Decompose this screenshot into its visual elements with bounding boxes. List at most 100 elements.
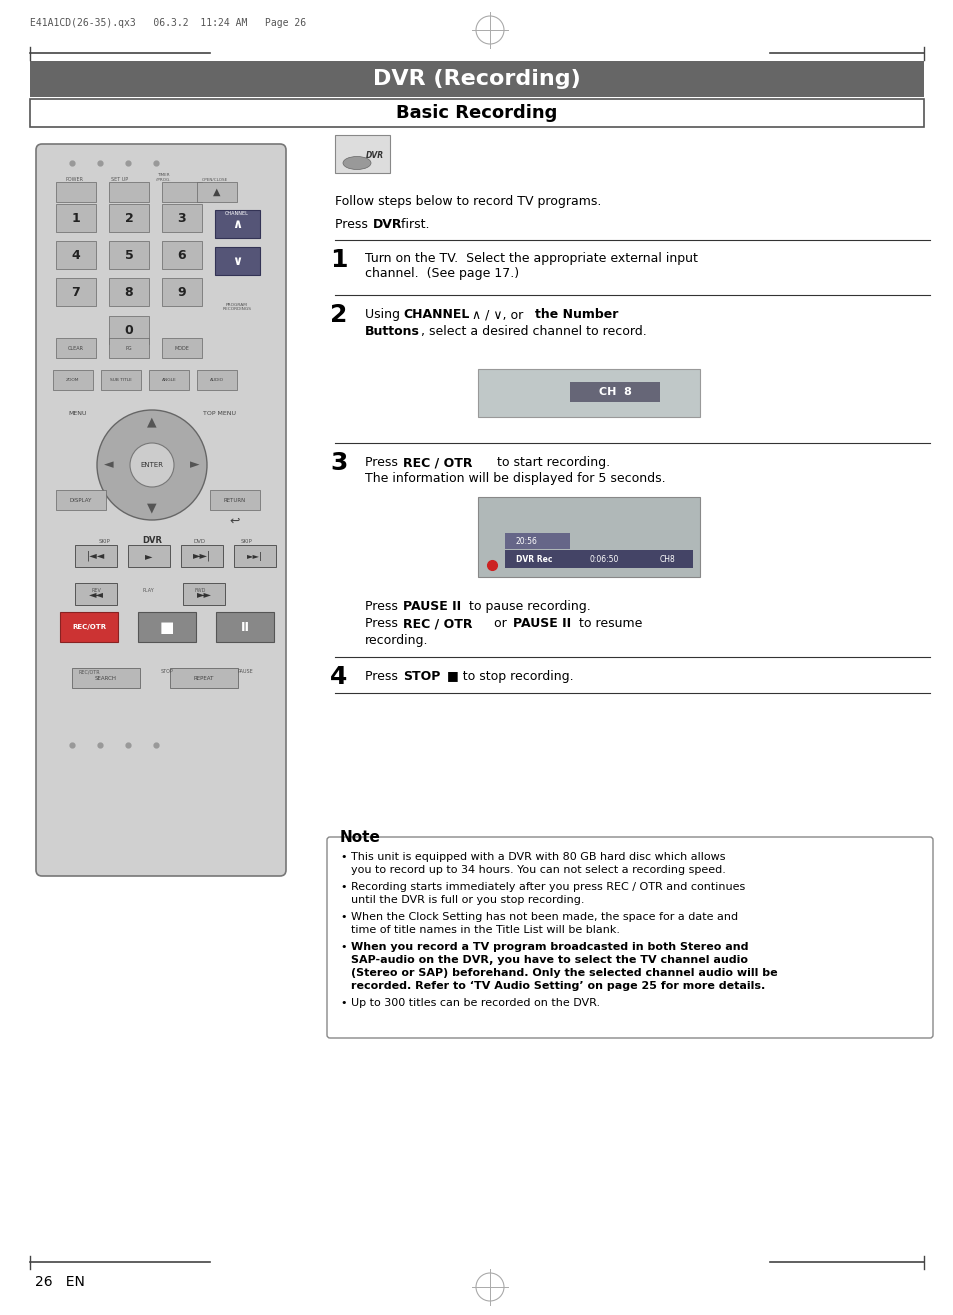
Text: DVR (Recording): DVR (Recording) xyxy=(373,68,580,89)
Bar xyxy=(214,210,260,238)
Text: CHANNEL: CHANNEL xyxy=(225,210,249,216)
Bar xyxy=(56,241,96,270)
Text: CH8: CH8 xyxy=(659,555,675,564)
Bar xyxy=(60,611,118,642)
Bar xyxy=(233,544,275,567)
Text: ►: ► xyxy=(190,459,199,472)
Text: ►►: ►► xyxy=(196,589,212,600)
Text: 3: 3 xyxy=(330,451,347,475)
Circle shape xyxy=(130,443,173,487)
Text: ■ to stop recording.: ■ to stop recording. xyxy=(442,671,573,682)
Text: ↩: ↩ xyxy=(230,514,240,527)
Text: PLAY: PLAY xyxy=(142,588,153,593)
Bar xyxy=(215,611,274,642)
Text: Using: Using xyxy=(365,308,403,321)
Bar xyxy=(128,544,170,567)
Text: REC / OTR: REC / OTR xyxy=(402,617,472,630)
Text: E41A1CD(26-35).qx3   06.3.2  11:24 AM   Page 26: E41A1CD(26-35).qx3 06.3.2 11:24 AM Page … xyxy=(30,18,306,28)
Text: Basic Recording: Basic Recording xyxy=(395,104,558,122)
Bar xyxy=(56,490,106,510)
Text: SKIP: SKIP xyxy=(241,539,253,544)
Text: REV: REV xyxy=(91,588,101,593)
Text: 4: 4 xyxy=(71,249,80,262)
Bar xyxy=(109,241,149,270)
Text: Press: Press xyxy=(365,617,401,630)
Text: you to record up to 34 hours. You can not select a recording speed.: you to record up to 34 hours. You can no… xyxy=(351,865,725,874)
Text: TOP MENU: TOP MENU xyxy=(203,412,236,416)
Text: CH  8: CH 8 xyxy=(598,387,631,397)
Bar xyxy=(109,277,149,306)
Text: 9: 9 xyxy=(177,285,186,299)
Text: Press: Press xyxy=(365,671,401,682)
Text: first.: first. xyxy=(396,218,429,231)
Text: Buttons: Buttons xyxy=(365,325,419,338)
Text: AUDIO: AUDIO xyxy=(210,377,224,381)
Text: 4: 4 xyxy=(330,665,347,689)
Bar xyxy=(101,370,141,391)
Bar xyxy=(56,338,96,358)
Text: STOP: STOP xyxy=(402,671,440,682)
Text: 6: 6 xyxy=(177,249,186,262)
Bar xyxy=(181,544,223,567)
Text: MENU: MENU xyxy=(69,412,87,416)
Text: time of title names in the Title List will be blank.: time of title names in the Title List wi… xyxy=(351,924,619,935)
Bar xyxy=(162,181,202,203)
Text: Note: Note xyxy=(339,830,380,846)
Bar xyxy=(75,583,117,605)
Text: ENTER: ENTER xyxy=(140,462,163,468)
Text: ANGLE: ANGLE xyxy=(161,377,176,381)
Text: PROGRAM
RECORDINGS: PROGRAM RECORDINGS xyxy=(222,302,252,312)
Text: ∧: ∧ xyxy=(232,217,242,230)
FancyBboxPatch shape xyxy=(36,145,286,876)
Bar xyxy=(162,338,202,358)
Text: FWD: FWD xyxy=(194,588,206,593)
Bar xyxy=(214,247,260,275)
Text: ◄: ◄ xyxy=(104,459,113,472)
Ellipse shape xyxy=(343,156,371,170)
Text: PAUSE II: PAUSE II xyxy=(513,617,571,630)
Text: (Stereo or SAP) beforehand. Only the selected channel audio will be: (Stereo or SAP) beforehand. Only the sel… xyxy=(351,968,777,978)
Text: DVR: DVR xyxy=(373,218,402,231)
Text: SET UP: SET UP xyxy=(112,178,129,181)
Text: OPEN/CLOSE: OPEN/CLOSE xyxy=(202,178,228,181)
Text: 8: 8 xyxy=(125,285,133,299)
Text: 2: 2 xyxy=(125,212,133,225)
Text: to pause recording.: to pause recording. xyxy=(464,600,590,613)
Bar xyxy=(56,277,96,306)
Text: REPEAT: REPEAT xyxy=(193,676,214,680)
Text: Press: Press xyxy=(365,600,401,613)
Bar xyxy=(109,338,149,358)
Text: 5: 5 xyxy=(125,249,133,262)
Bar xyxy=(210,490,260,510)
Text: RETURN: RETURN xyxy=(224,497,246,502)
Text: ▲: ▲ xyxy=(147,416,156,429)
Text: •: • xyxy=(339,998,346,1009)
Text: recording.: recording. xyxy=(365,634,428,647)
Text: MODE: MODE xyxy=(174,346,190,351)
Bar xyxy=(335,135,390,174)
Bar xyxy=(71,668,140,688)
Bar xyxy=(109,316,149,345)
Text: 3: 3 xyxy=(177,212,186,225)
Bar xyxy=(162,241,202,270)
Bar xyxy=(30,60,923,97)
Text: REC / OTR: REC / OTR xyxy=(402,456,472,469)
Text: 20:56: 20:56 xyxy=(516,537,537,546)
Bar xyxy=(109,204,149,231)
Text: |◄◄: |◄◄ xyxy=(87,551,105,562)
Text: the Number: the Number xyxy=(535,308,618,321)
Bar xyxy=(569,381,659,402)
Text: This unit is equipped with a DVR with 80 GB hard disc which allows: This unit is equipped with a DVR with 80… xyxy=(351,852,724,863)
Bar xyxy=(162,277,202,306)
Text: SKIP: SKIP xyxy=(99,539,111,544)
Text: DVR Rec: DVR Rec xyxy=(516,555,552,564)
Text: CHANNEL: CHANNEL xyxy=(402,308,469,321)
Text: PAUSE II: PAUSE II xyxy=(402,600,460,613)
Text: POWER: POWER xyxy=(66,178,84,181)
Text: 0: 0 xyxy=(125,323,133,337)
Text: ►: ► xyxy=(145,551,152,562)
Bar xyxy=(196,181,236,203)
Text: SEARCH: SEARCH xyxy=(95,676,117,680)
Text: ■: ■ xyxy=(160,619,174,635)
Text: ▼: ▼ xyxy=(147,501,156,514)
